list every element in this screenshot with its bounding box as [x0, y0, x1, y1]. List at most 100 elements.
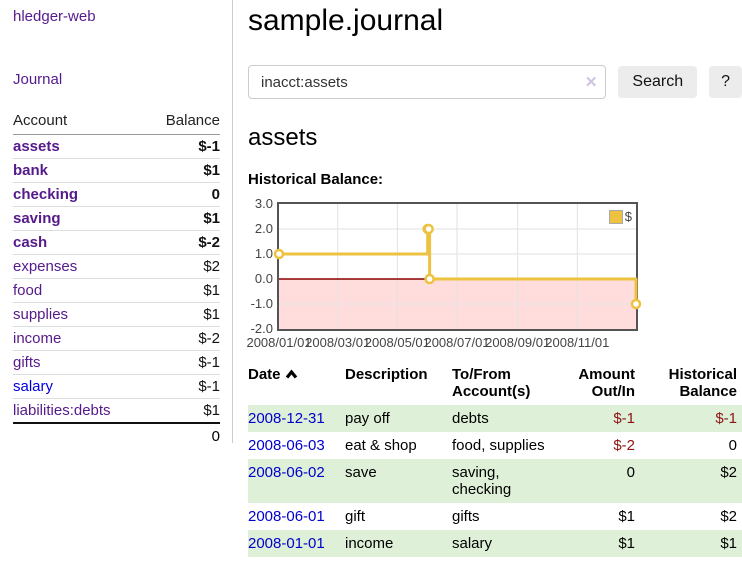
search-box: ✕ — [248, 65, 607, 99]
account-row: saving $1 — [13, 206, 220, 231]
accounts-table: Account Balance assets $-1 bank $1 check… — [13, 109, 220, 449]
account-row: cash $-2 — [13, 230, 220, 255]
accounts-header-row: Account Balance — [13, 109, 220, 135]
account-row: salary $-1 — [13, 374, 220, 399]
transaction-date-link[interactable]: 2008-01-01 — [248, 535, 325, 552]
transaction-date-link[interactable]: 2008-06-03 — [248, 437, 325, 454]
search-form: ✕ Search ? — [248, 65, 742, 99]
search-help-button[interactable]: ? — [709, 66, 742, 98]
sidebar: hledger-web Journal Account Balance asse… — [0, 0, 233, 449]
account-link-bank[interactable]: bank — [13, 162, 49, 179]
transaction-accounts: food, supplies — [452, 437, 545, 454]
x-axis-tick-label: 2008/09/01 — [485, 335, 551, 350]
transaction-accounts: saving, checking — [452, 464, 512, 498]
x-axis-tick-label: 2008/01/01 — [246, 335, 312, 350]
account-link-saving[interactable]: saving — [13, 210, 61, 227]
account-link-food[interactable]: food — [13, 282, 43, 299]
account-balance: $1 — [146, 278, 220, 303]
transaction-amount: $-1 — [613, 410, 635, 427]
transaction-balance: $2 — [720, 464, 737, 481]
transaction-amount: 0 — [626, 464, 635, 481]
account-link-expenses[interactable]: expenses — [13, 258, 78, 275]
y-axis-tick-label: 2.0 — [254, 221, 273, 236]
register-header-balance: Historical Balance — [668, 366, 737, 400]
sidebar-item-journal[interactable]: Journal — [13, 71, 63, 88]
search-input[interactable] — [248, 65, 607, 99]
search-button[interactable]: Search — [618, 66, 698, 98]
account-row: food $1 — [13, 278, 220, 303]
account-balance: $-1 — [146, 350, 220, 375]
transaction-description: gift — [345, 508, 366, 525]
register-table: Date Description To/From Account(s) Amou… — [248, 361, 742, 557]
chart-legend: $ — [608, 209, 632, 224]
transaction-description: income — [345, 535, 394, 552]
register-header-description: Description — [345, 366, 428, 383]
historical-balance-chart: 3.0 2.0 1.0 0.0 -1.0 -2.0 $ 2008/01/01 2008/03… — [246, 196, 742, 350]
account-link-income[interactable]: income — [13, 330, 62, 347]
register-row: 2008-12-31 pay off debts $-1 $-1 — [248, 405, 742, 432]
page-title: sample.journal — [248, 4, 444, 37]
y-axis-tick-label: -2.0 — [250, 321, 273, 336]
legend-label: $ — [624, 209, 632, 224]
x-axis-tick-label: 2008/03/01 — [305, 335, 371, 350]
accounts-total: 0 — [146, 422, 220, 449]
account-row: bank $1 — [13, 158, 220, 183]
accounts-header-balance: Balance — [146, 109, 220, 135]
register-header-accounts: To/From Account(s) — [452, 366, 531, 400]
account-link-checking[interactable]: checking — [13, 186, 79, 203]
account-row: checking 0 — [13, 182, 220, 207]
account-row: income $-2 — [13, 326, 220, 351]
account-row: supplies $1 — [13, 302, 220, 327]
y-axis-tick-label: 3.0 — [254, 196, 273, 211]
transaction-description: save — [345, 464, 377, 481]
legend-swatch-icon — [608, 209, 623, 224]
register-row: 2008-01-01 income salary $1 $1 — [248, 530, 742, 557]
register-header-row: Date Description To/From Account(s) Amou… — [248, 361, 742, 405]
register-header-amount: Amount Out/In — [578, 366, 635, 400]
account-link-gifts[interactable]: gifts — [13, 354, 41, 371]
transaction-balance: $1 — [720, 535, 737, 552]
accounts-total-row: 0 — [13, 422, 220, 449]
transaction-accounts: gifts — [452, 508, 480, 525]
account-balance: $1 — [146, 158, 220, 183]
account-balance: $-1 — [146, 374, 220, 399]
account-link-salary[interactable]: salary — [13, 378, 54, 395]
main-content: sample.journal ✕ Search ? assets Histori… — [233, 0, 742, 557]
account-row: assets $-1 — [13, 135, 220, 159]
account-balance: $-2 — [146, 230, 220, 255]
transaction-balance: 0 — [728, 437, 737, 454]
account-balance: $1 — [146, 398, 220, 423]
transaction-date-link[interactable]: 2008-06-02 — [248, 464, 325, 481]
transaction-accounts: debts — [452, 410, 489, 427]
app-brand-link[interactable]: hledger-web — [13, 8, 96, 25]
y-axis-tick-label: 0.0 — [254, 271, 273, 286]
register-row: 2008-06-02 save saving, checking 0 $2 — [248, 459, 742, 503]
x-axis-tick-label: 2008/11/01 — [545, 335, 610, 350]
transaction-date-link[interactable]: 2008-12-31 — [248, 410, 325, 427]
transaction-balance: $2 — [720, 508, 737, 525]
clear-search-icon[interactable]: ✕ — [584, 74, 598, 91]
register-header-date[interactable]: Date — [248, 361, 345, 405]
accounts-header-account: Account — [13, 109, 147, 135]
account-link-liabilities-debts[interactable]: liabilities:debts — [13, 402, 111, 419]
transaction-description: pay off — [345, 410, 390, 427]
y-axis-tick-label: 1.0 — [254, 246, 273, 261]
transaction-accounts: salary — [452, 535, 493, 552]
account-row: liabilities:debts $1 — [13, 398, 220, 423]
x-axis-tick-label: 2008/05/01 — [364, 335, 430, 350]
chart-title: Historical Balance: — [248, 171, 384, 188]
transaction-description: eat & shop — [345, 437, 417, 454]
account-row: expenses $2 — [13, 254, 220, 279]
register-row: 2008-06-03 eat & shop food, supplies $-2… — [248, 432, 742, 459]
sort-ascending-icon — [285, 369, 297, 379]
account-balance: 0 — [146, 182, 220, 207]
transaction-amount: $1 — [618, 508, 635, 525]
account-link-cash[interactable]: cash — [13, 234, 48, 251]
account-link-supplies[interactable]: supplies — [13, 306, 69, 323]
x-axis-tick-label: 2008/07/01 — [424, 335, 490, 350]
account-balance: $1 — [146, 206, 220, 231]
transaction-date-link[interactable]: 2008-06-01 — [248, 508, 325, 525]
account-link-assets[interactable]: assets — [13, 138, 60, 155]
account-heading: assets — [248, 124, 318, 151]
account-balance: $-1 — [198, 138, 220, 155]
